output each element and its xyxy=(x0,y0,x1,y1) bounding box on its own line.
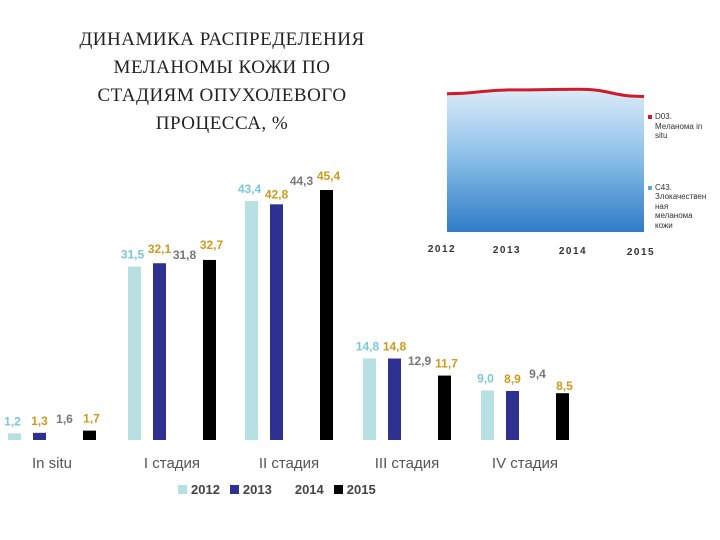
category-label-4: IV стадия xyxy=(492,455,558,472)
data-label-2012-1: 31,5 xyxy=(121,248,145,262)
bar-2012-2 xyxy=(245,201,258,440)
bar-2013-0 xyxy=(33,432,46,440)
bar-2015-3 xyxy=(438,375,451,440)
data-label-2014-1: 31,8 xyxy=(173,248,197,262)
inset-legend-text-c43: C43. Злокачествен ная меланома кожи xyxy=(655,183,706,231)
inset-legend-line: Меланома in xyxy=(655,121,703,131)
data-label-2015-3: 11,7 xyxy=(435,357,458,371)
bar-2014-3 xyxy=(413,368,426,440)
inset-legend-swatch-d03 xyxy=(648,115,652,119)
bar-2013-1 xyxy=(153,263,166,440)
category-label-3: III стадия xyxy=(375,455,439,472)
category-label-0: In situ xyxy=(32,455,72,472)
bar-2012-0 xyxy=(8,433,21,440)
legend-swatch-2013 xyxy=(229,485,239,494)
chart-legend: 2012 2013 2014 2015 xyxy=(178,482,376,497)
bar-2015-0 xyxy=(83,430,96,440)
inset-area-c43 xyxy=(447,89,644,232)
data-label-2015-0: 1,7 xyxy=(83,412,100,426)
category-label-1: I стадия xyxy=(144,455,200,472)
inset-legend-line: D03. xyxy=(655,112,672,121)
inset-legend-line: C43. xyxy=(655,182,672,192)
bar-2012-4 xyxy=(481,390,494,440)
data-label-2015-2: 45,4 xyxy=(317,169,341,183)
data-label-2012-3: 14,8 xyxy=(356,340,380,354)
bar-2012-3 xyxy=(363,358,376,440)
inset-legend-swatch-c43 xyxy=(648,185,652,190)
title-line-3: СТАДИЯМ ОПУХОЛЕВОГО xyxy=(97,85,347,106)
legend-item-2012: 2012 xyxy=(178,482,220,497)
bar-2015-4 xyxy=(556,393,569,440)
legend-item-2013: 2013 xyxy=(229,482,272,497)
bar-2013-3 xyxy=(388,358,401,440)
inset-area-d03 xyxy=(446,87,645,98)
bar-2013-4 xyxy=(506,390,519,440)
legend-label-2013: 2013 xyxy=(242,482,272,497)
inset-legend-text-d03: D03. Меланома in situ xyxy=(655,112,702,141)
inset-tick-label-1: 2013 xyxy=(493,245,521,256)
legend-label-2014: 2014 xyxy=(294,482,324,497)
inset-legend-line: кожи xyxy=(655,220,673,230)
chart-title: ДИНАМИКА РАСПРЕДЕЛЕНИЯ МЕЛАНОМЫ КОЖИ ПО … xyxy=(12,26,432,138)
data-label-2013-4: 8,9 xyxy=(504,372,521,386)
inset-tick-label-2: 2014 xyxy=(559,246,587,257)
data-label-2015-1: 32,7 xyxy=(200,238,224,252)
inset-legend-line: меланома xyxy=(655,211,693,220)
data-label-2013-2: 42,8 xyxy=(265,187,289,201)
inset-legend-line: ная xyxy=(655,201,669,211)
inset-legend-line: situ xyxy=(655,131,668,140)
data-label-2013-3: 14,8 xyxy=(383,340,407,354)
inset-legend-item-d03: D03. Меланома in situ xyxy=(648,112,718,141)
data-label-2014-0: 1,6 xyxy=(56,412,73,426)
bar-2015-2 xyxy=(320,190,333,440)
data-label-2012-4: 9,0 xyxy=(477,371,494,385)
bar-2014-1 xyxy=(178,264,191,440)
inset-tick-label-0: 2012 xyxy=(428,244,456,255)
inset-legend: D03. Меланома in situ C43. Злокачествен … xyxy=(648,112,718,272)
inset-legend-line: Злокачествен xyxy=(655,192,707,201)
legend-swatch-2012 xyxy=(178,485,187,494)
legend-swatch-2014 xyxy=(281,485,291,494)
data-label-2013-1: 32,1 xyxy=(148,242,172,256)
data-label-2013-0: 1,3 xyxy=(31,414,48,428)
data-label-2012-2: 43,4 xyxy=(238,182,262,196)
legend-item-2014: 2014 xyxy=(281,482,324,497)
data-label-2014-3: 12,9 xyxy=(408,354,432,368)
bar-2013-2 xyxy=(270,204,283,440)
data-label-2014-2: 44,3 xyxy=(290,174,314,188)
bar-2014-4 xyxy=(531,388,544,440)
bar-2012-1 xyxy=(128,266,141,440)
title-line-4: ПРОЦЕССА, % xyxy=(155,113,289,134)
legend-label-2012: 2012 xyxy=(191,482,220,497)
title-line-2: МЕЛАНОМЫ КОЖИ ПО xyxy=(113,57,331,78)
bar-2014-0 xyxy=(58,431,71,440)
category-label-2: II стадия xyxy=(259,455,319,472)
bar-2014-2 xyxy=(295,196,308,440)
inset-legend-item-c43: C43. Злокачествен ная меланома кожи xyxy=(648,183,718,231)
legend-swatch-2015 xyxy=(333,485,343,494)
inset-tick-label-3: 2015 xyxy=(627,247,655,258)
legend-item-2015: 2015 xyxy=(333,482,376,497)
data-label-2012-0: 1,2 xyxy=(4,414,21,428)
legend-label-2015: 2015 xyxy=(346,482,376,497)
data-label-2014-4: 9,4 xyxy=(529,367,546,381)
data-label-2015-4: 8,5 xyxy=(556,379,573,393)
bar-2015-1 xyxy=(203,259,216,440)
title-line-1: ДИНАМИКА РАСПРЕДЕЛЕНИЯ xyxy=(79,29,365,50)
